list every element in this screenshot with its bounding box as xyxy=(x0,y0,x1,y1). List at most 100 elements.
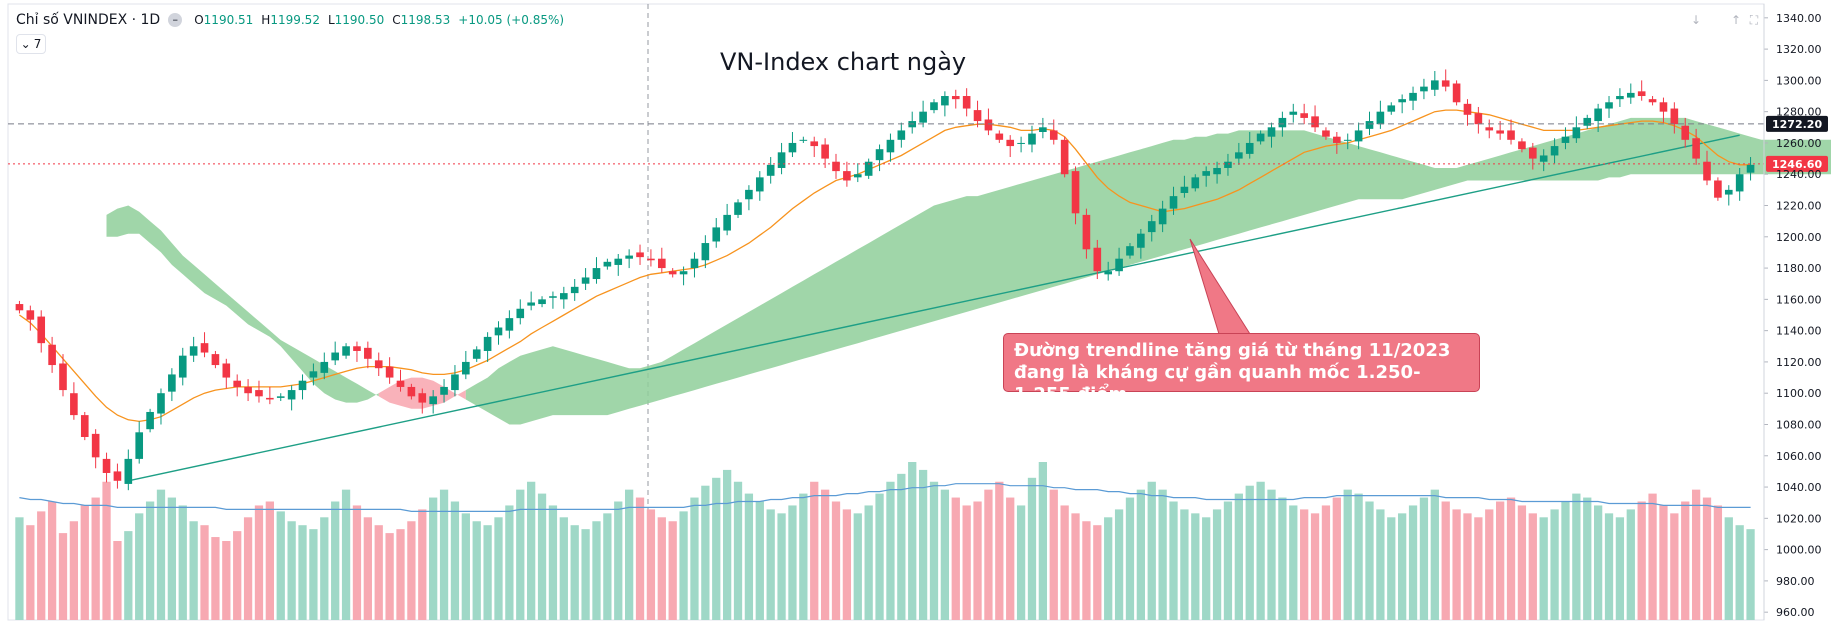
fullscreen-button[interactable]: ⛶ xyxy=(1744,10,1764,30)
volume-bar xyxy=(145,501,155,620)
volume-bar xyxy=(962,505,971,620)
ohlc-close: C1198.53 xyxy=(392,13,450,27)
volume-bar xyxy=(189,521,198,620)
scroll-down-button[interactable]: ↓ xyxy=(1686,10,1706,30)
candle-body xyxy=(1093,247,1102,272)
candle-body xyxy=(951,96,960,100)
volume-bar xyxy=(1234,493,1243,620)
volume-bar xyxy=(581,529,590,620)
volume-bar xyxy=(897,473,906,620)
volume-bar xyxy=(320,517,329,620)
candle-body xyxy=(1071,171,1080,214)
candle-body xyxy=(1147,221,1156,233)
candle-body xyxy=(255,390,263,397)
volume-bar xyxy=(744,493,754,620)
candle-body xyxy=(1289,111,1298,115)
volume-bar xyxy=(494,517,503,620)
volume-bar xyxy=(1071,513,1080,620)
candle-body xyxy=(418,393,427,403)
scroll-up-button[interactable]: ↑ xyxy=(1726,10,1746,30)
y-tick-label: 1300.00 xyxy=(1776,74,1822,87)
symbol-name[interactable]: Chỉ số VNINDEX · 1D xyxy=(16,12,161,28)
volume-bar xyxy=(1408,505,1418,620)
candle-body xyxy=(1245,142,1254,154)
ichimoku-cloud-bullish xyxy=(106,205,379,403)
candle-body xyxy=(832,161,840,172)
volume-bar xyxy=(1670,513,1679,620)
candle-body xyxy=(1365,121,1374,129)
annotation-callout[interactable]: Đường trendline tăng giá từ tháng 11/202… xyxy=(1003,333,1480,405)
candle-body xyxy=(168,374,176,392)
candle-body xyxy=(1126,246,1134,256)
candle-body xyxy=(1104,271,1113,275)
candle-body xyxy=(91,433,100,458)
volume-bar xyxy=(918,469,928,620)
volume-bar xyxy=(1572,493,1581,620)
candle-body xyxy=(1539,155,1548,162)
candle-body xyxy=(810,141,819,147)
price-label-text: 1272.20 xyxy=(1772,118,1822,131)
candle-body xyxy=(80,415,89,437)
candle-body xyxy=(1703,161,1711,181)
candle-body xyxy=(320,361,329,373)
volume-bar xyxy=(559,517,568,620)
candle-body xyxy=(1387,105,1396,112)
candle-body xyxy=(1692,138,1700,159)
candle-body xyxy=(1169,196,1178,209)
volume-bar xyxy=(1300,509,1309,620)
candle-body xyxy=(919,111,927,123)
candle-body xyxy=(440,386,448,395)
candle-body xyxy=(1735,174,1744,192)
candle-body xyxy=(124,458,133,484)
y-tick-label: 1040.00 xyxy=(1776,481,1822,494)
candle-body xyxy=(1082,214,1091,250)
candle-body xyxy=(483,336,492,351)
volume-bar xyxy=(1626,509,1635,620)
volume-bar xyxy=(831,501,841,620)
volume-bar xyxy=(102,481,111,620)
candle-body xyxy=(875,149,884,161)
candle-body xyxy=(1354,130,1363,142)
candle-body xyxy=(200,343,209,353)
ohlc-close-key: C xyxy=(392,13,401,27)
eye-toggle-icon[interactable]: – xyxy=(168,13,183,27)
candle-body xyxy=(636,252,644,258)
candle-body xyxy=(1158,208,1167,225)
candle-body xyxy=(1115,258,1123,272)
volume-bar xyxy=(722,469,732,620)
volume-bar xyxy=(1746,529,1755,620)
candle-body xyxy=(113,471,122,481)
candle-body xyxy=(364,347,372,359)
candle-body xyxy=(429,396,437,405)
volume-bar xyxy=(1212,509,1222,620)
candle-body xyxy=(1616,96,1624,100)
candle-body xyxy=(1746,164,1755,173)
volume-bar xyxy=(1223,501,1233,620)
candle-body xyxy=(287,390,296,400)
volume-bar xyxy=(58,533,68,620)
volume-bar xyxy=(548,505,558,620)
candle-body xyxy=(494,327,503,336)
candle-body xyxy=(1028,133,1036,145)
indicators-collapse-button[interactable]: ⌄ 7 xyxy=(16,34,46,54)
volume-bar xyxy=(668,521,677,620)
candle-body xyxy=(1300,113,1308,118)
candle-body xyxy=(462,361,470,375)
candle-body xyxy=(1518,141,1526,150)
candle-body xyxy=(1605,102,1613,109)
candle-body xyxy=(941,96,949,106)
candle-body xyxy=(70,393,78,416)
y-tick-label: 1120.00 xyxy=(1776,356,1822,369)
candle-body xyxy=(1637,91,1646,97)
candle-body xyxy=(799,139,808,141)
volume-bar xyxy=(472,521,481,620)
volume-bar xyxy=(69,521,79,620)
y-tick-label: 1260.00 xyxy=(1776,137,1822,150)
fullscreen-icon: ⛶ xyxy=(1749,12,1759,27)
volume-bar xyxy=(951,497,960,620)
volume-bar xyxy=(1267,489,1276,620)
candle-body xyxy=(1626,92,1635,98)
candle-body xyxy=(59,363,67,391)
candle-body xyxy=(298,380,307,391)
